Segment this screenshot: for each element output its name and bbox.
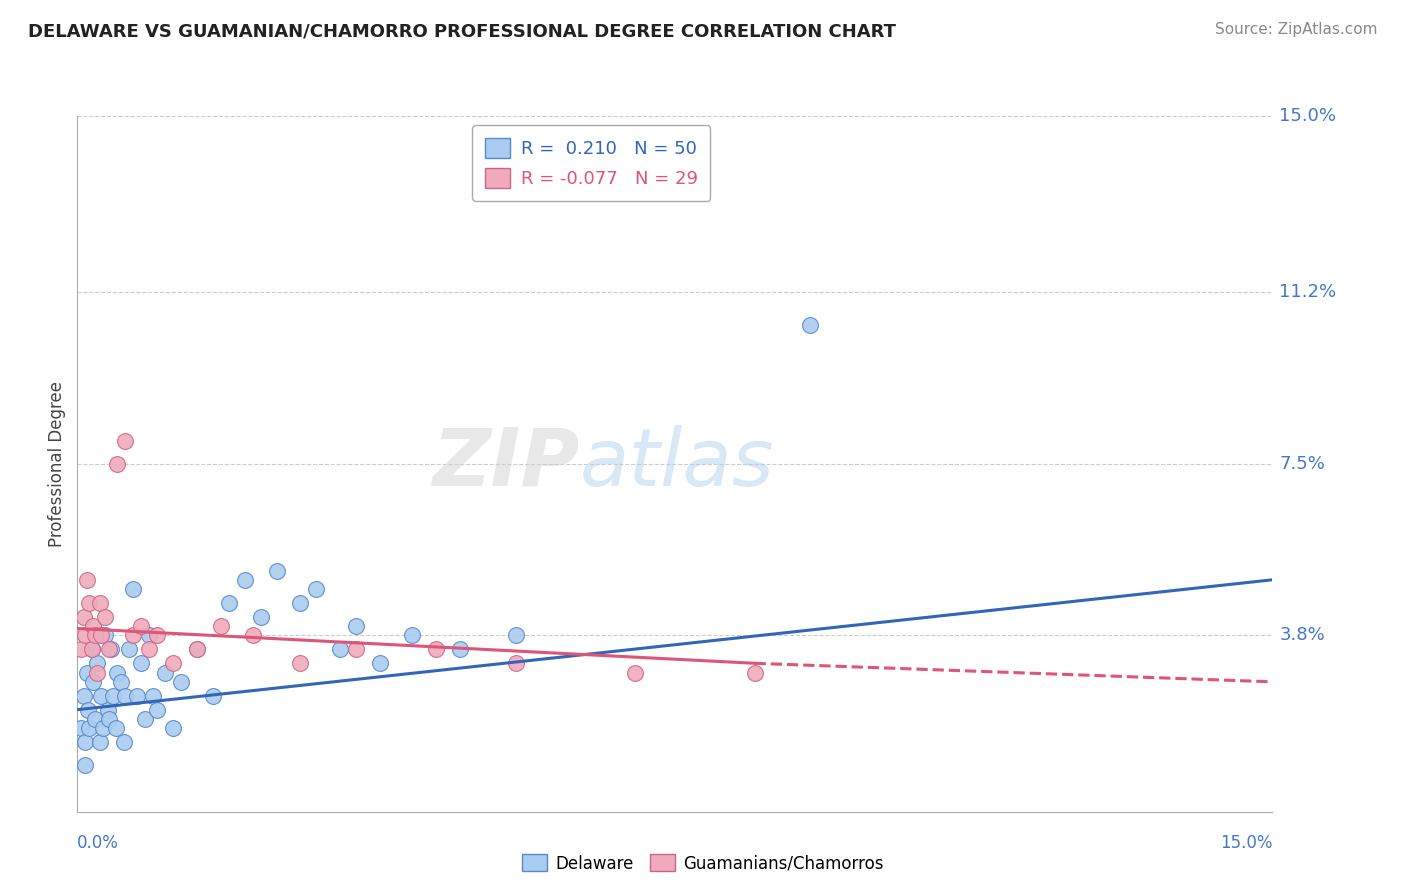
Point xyxy=(305,582,328,596)
Point xyxy=(76,665,98,680)
Point xyxy=(170,674,193,689)
Point xyxy=(744,665,766,680)
Point xyxy=(153,665,176,680)
Point xyxy=(118,642,141,657)
Point xyxy=(146,628,169,642)
Point xyxy=(114,434,136,448)
Point xyxy=(86,657,108,671)
Point xyxy=(344,619,367,633)
Text: 3.8%: 3.8% xyxy=(1279,626,1326,644)
Point xyxy=(368,657,391,671)
Point xyxy=(799,318,821,332)
Point xyxy=(76,703,98,717)
Text: 0.0%: 0.0% xyxy=(77,834,120,852)
Point xyxy=(114,689,136,703)
Point xyxy=(70,721,93,735)
Point xyxy=(80,642,103,657)
Point xyxy=(89,735,111,749)
Point xyxy=(122,628,145,642)
Point xyxy=(233,573,256,587)
Point xyxy=(82,619,104,633)
Legend: Delaware, Guamanians/Chamorros: Delaware, Guamanians/Chamorros xyxy=(515,847,891,880)
Point xyxy=(425,642,447,657)
Point xyxy=(266,564,288,578)
Point xyxy=(146,703,169,717)
Point xyxy=(98,642,121,657)
Point xyxy=(91,721,114,735)
Text: ZIP: ZIP xyxy=(432,425,579,503)
Point xyxy=(449,642,471,657)
Point xyxy=(103,689,124,703)
Point xyxy=(100,642,122,657)
Point xyxy=(401,628,423,642)
Point xyxy=(505,657,527,671)
Point xyxy=(138,628,160,642)
Point xyxy=(76,573,98,587)
Point xyxy=(186,642,208,657)
Point xyxy=(80,642,103,657)
Text: Source: ZipAtlas.com: Source: ZipAtlas.com xyxy=(1215,22,1378,37)
Point xyxy=(127,689,149,703)
Point xyxy=(249,610,271,624)
Point xyxy=(112,735,135,749)
Point xyxy=(73,689,96,703)
Text: 15.0%: 15.0% xyxy=(1279,107,1337,125)
Point xyxy=(83,628,105,642)
Point xyxy=(90,628,112,642)
Point xyxy=(105,457,128,471)
Legend: R =  0.210   N = 50, R = -0.077   N = 29: R = 0.210 N = 50, R = -0.077 N = 29 xyxy=(472,125,710,201)
Text: DELAWARE VS GUAMANIAN/CHAMORRO PROFESSIONAL DEGREE CORRELATION CHART: DELAWARE VS GUAMANIAN/CHAMORRO PROFESSIO… xyxy=(28,22,896,40)
Point xyxy=(89,596,111,610)
Point xyxy=(201,689,224,703)
Point xyxy=(105,665,128,680)
Point xyxy=(90,689,112,703)
Point xyxy=(162,721,184,735)
Point xyxy=(97,703,120,717)
Point xyxy=(122,582,145,596)
Point xyxy=(75,735,97,749)
Point xyxy=(110,674,132,689)
Point xyxy=(134,712,156,726)
Point xyxy=(83,712,105,726)
Point xyxy=(209,619,232,633)
Point xyxy=(329,642,352,657)
Point xyxy=(94,628,117,642)
Point xyxy=(142,689,165,703)
Point xyxy=(98,712,121,726)
Text: 7.5%: 7.5% xyxy=(1279,455,1326,473)
Point xyxy=(75,628,97,642)
Point xyxy=(86,665,108,680)
Point xyxy=(162,657,184,671)
Point xyxy=(75,758,97,772)
Text: atlas: atlas xyxy=(579,425,775,503)
Point xyxy=(79,721,101,735)
Point xyxy=(82,674,104,689)
Point xyxy=(624,665,647,680)
Point xyxy=(290,596,312,610)
Point xyxy=(505,628,527,642)
Point xyxy=(129,619,152,633)
Point xyxy=(218,596,240,610)
Point xyxy=(344,642,367,657)
Text: 11.2%: 11.2% xyxy=(1279,284,1337,301)
Text: 15.0%: 15.0% xyxy=(1220,834,1272,852)
Point xyxy=(73,610,96,624)
Point xyxy=(290,657,312,671)
Point xyxy=(79,596,101,610)
Point xyxy=(94,610,117,624)
Y-axis label: Professional Degree: Professional Degree xyxy=(48,381,66,547)
Point xyxy=(129,657,152,671)
Point xyxy=(104,721,127,735)
Point xyxy=(242,628,264,642)
Point xyxy=(70,642,93,657)
Point xyxy=(138,642,160,657)
Point xyxy=(186,642,208,657)
